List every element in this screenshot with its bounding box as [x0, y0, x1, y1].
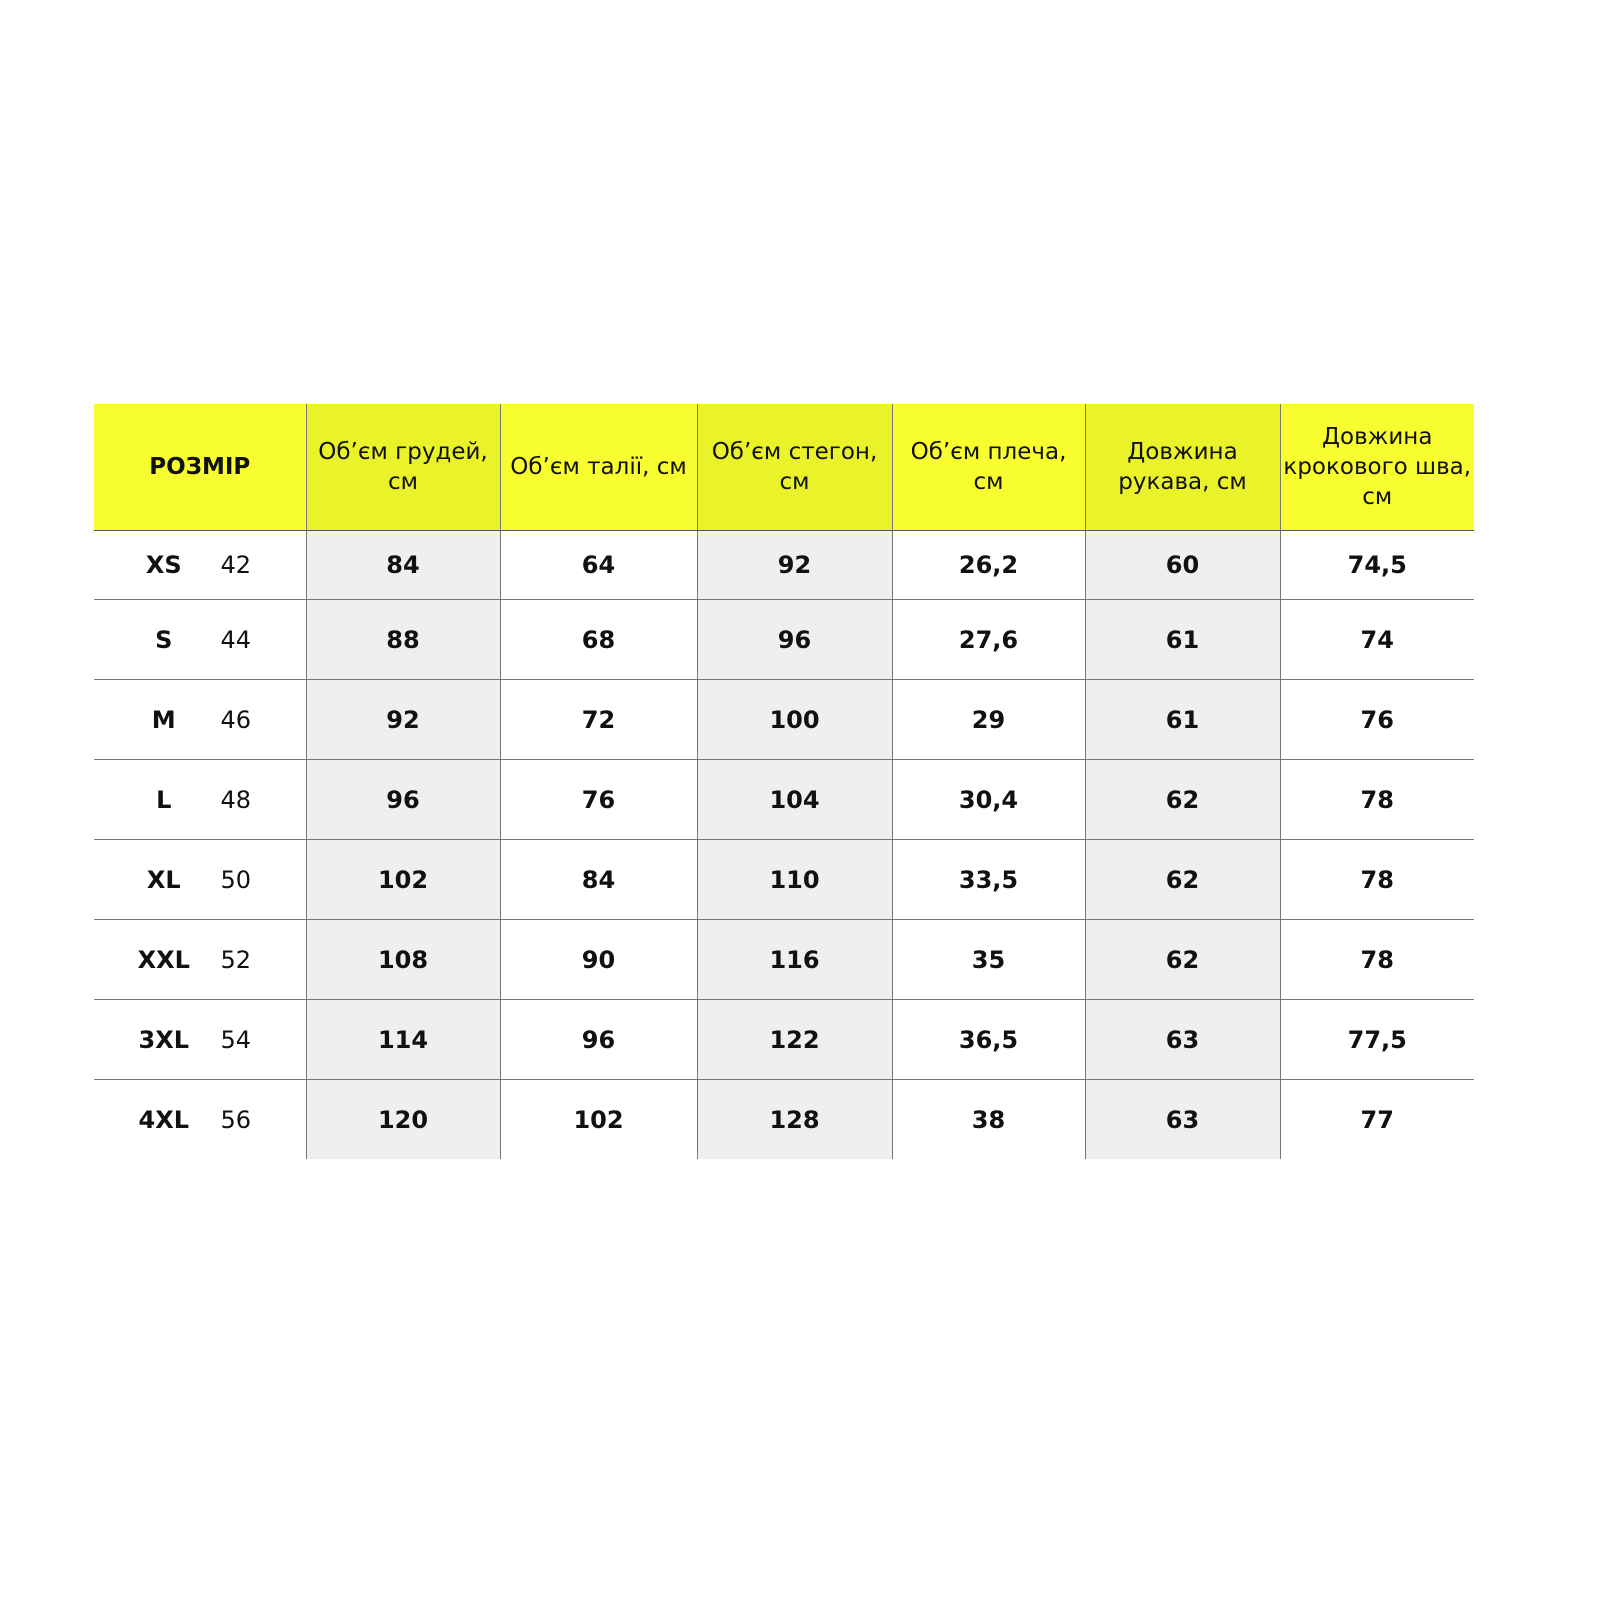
size-cell: L 48	[94, 759, 306, 840]
size-label: XL	[146, 865, 181, 894]
ua-size: 54	[220, 1025, 252, 1054]
size-cell: S 44	[94, 599, 306, 680]
table-row: M 46 92 72 100 29 61 76	[94, 679, 1474, 760]
size-chart-table: РОЗМІР Об’єм грудей, см Об’єм талії, см Об’…	[94, 404, 1474, 1159]
size-cell: XS 42	[94, 530, 306, 600]
table-row: XXL 52 108 90 116 35 62 78	[94, 919, 1474, 1000]
ua-size: 42	[220, 551, 252, 579]
value-cell: 62	[1084, 759, 1280, 840]
value-cell: 26,2	[891, 530, 1085, 600]
size-cell: 4XL 56	[94, 1079, 306, 1159]
value-cell: 30,4	[891, 759, 1085, 840]
value-cell: 35	[891, 919, 1085, 1000]
size-cell: M 46	[94, 679, 306, 760]
value-cell: 102	[305, 839, 500, 920]
column-header: РОЗМІР	[94, 404, 306, 531]
ua-size: 44	[220, 625, 252, 654]
value-cell: 77	[1279, 1079, 1474, 1159]
value-cell: 78	[1279, 839, 1474, 920]
size-cell: XXL 52	[94, 919, 306, 1000]
value-cell: 108	[305, 919, 500, 1000]
table-row: 3XL 54 114 96 122 36,5 63 77,5	[94, 999, 1474, 1080]
value-cell: 84	[305, 530, 500, 600]
value-cell: 36,5	[891, 999, 1085, 1080]
value-cell: 96	[696, 599, 892, 680]
value-cell: 77,5	[1279, 999, 1474, 1080]
value-cell: 90	[499, 919, 697, 1000]
value-cell: 61	[1084, 599, 1280, 680]
value-cell: 96	[305, 759, 500, 840]
column-header: Об’єм плеча, см	[891, 404, 1085, 531]
ua-size: 52	[220, 945, 252, 974]
column-header: Довжина крокового шва, см	[1279, 404, 1474, 531]
value-cell: 92	[305, 679, 500, 760]
column-header: Об’єм стегон, см	[696, 404, 892, 531]
value-cell: 84	[499, 839, 697, 920]
size-label: XS	[145, 551, 182, 579]
value-cell: 78	[1279, 919, 1474, 1000]
value-cell: 76	[1279, 679, 1474, 760]
table-row: 4XL 56 120 102 128 38 63 77	[94, 1079, 1474, 1159]
value-cell: 72	[499, 679, 697, 760]
value-cell: 61	[1084, 679, 1280, 760]
ua-size: 56	[220, 1105, 252, 1134]
value-cell: 33,5	[891, 839, 1085, 920]
value-cell: 114	[305, 999, 500, 1080]
value-cell: 110	[696, 839, 892, 920]
size-label: XXL	[137, 945, 190, 974]
table-row: S 44 88 68 96 27,6 61 74	[94, 599, 1474, 680]
column-header: Об’єм грудей, см	[305, 404, 500, 531]
value-cell: 60	[1084, 530, 1280, 600]
ua-size: 50	[220, 865, 252, 894]
value-cell: 64	[499, 530, 697, 600]
table-row: L 48 96 76 104 30,4 62 78	[94, 759, 1474, 840]
column-header: Об’єм талії, см	[499, 404, 697, 531]
header-row: РОЗМІР Об’єм грудей, см Об’єм талії, см Об’…	[94, 404, 1474, 531]
value-cell: 104	[696, 759, 892, 840]
value-cell: 100	[696, 679, 892, 760]
ua-size: 48	[220, 785, 252, 814]
size-cell: XL 50	[94, 839, 306, 920]
size-label: 4XL	[138, 1105, 190, 1134]
value-cell: 102	[499, 1079, 697, 1159]
value-cell: 74	[1279, 599, 1474, 680]
value-cell: 128	[696, 1079, 892, 1159]
value-cell: 63	[1084, 1079, 1280, 1159]
size-label: 3XL	[138, 1025, 190, 1054]
size-label: S	[155, 625, 173, 654]
value-cell: 68	[499, 599, 697, 680]
value-cell: 76	[499, 759, 697, 840]
table-row: XL 50 102 84 110 33,5 62 78	[94, 839, 1474, 920]
value-cell: 96	[499, 999, 697, 1080]
size-cell: 3XL 54	[94, 999, 306, 1080]
size-label: L	[156, 785, 172, 814]
value-cell: 63	[1084, 999, 1280, 1080]
value-cell: 122	[696, 999, 892, 1080]
value-cell: 88	[305, 599, 500, 680]
value-cell: 120	[305, 1079, 500, 1159]
value-cell: 78	[1279, 759, 1474, 840]
ua-size: 46	[220, 705, 252, 734]
size-label: M	[151, 705, 176, 734]
value-cell: 27,6	[891, 599, 1085, 680]
table-row: XS 42 84 64 92 26,2 60 74,5	[94, 530, 1474, 600]
value-cell: 74,5	[1279, 530, 1474, 600]
value-cell: 62	[1084, 839, 1280, 920]
column-header: Довжина рукава, см	[1084, 404, 1280, 531]
value-cell: 92	[696, 530, 892, 600]
value-cell: 29	[891, 679, 1085, 760]
value-cell: 62	[1084, 919, 1280, 1000]
value-cell: 116	[696, 919, 892, 1000]
value-cell: 38	[891, 1079, 1085, 1159]
